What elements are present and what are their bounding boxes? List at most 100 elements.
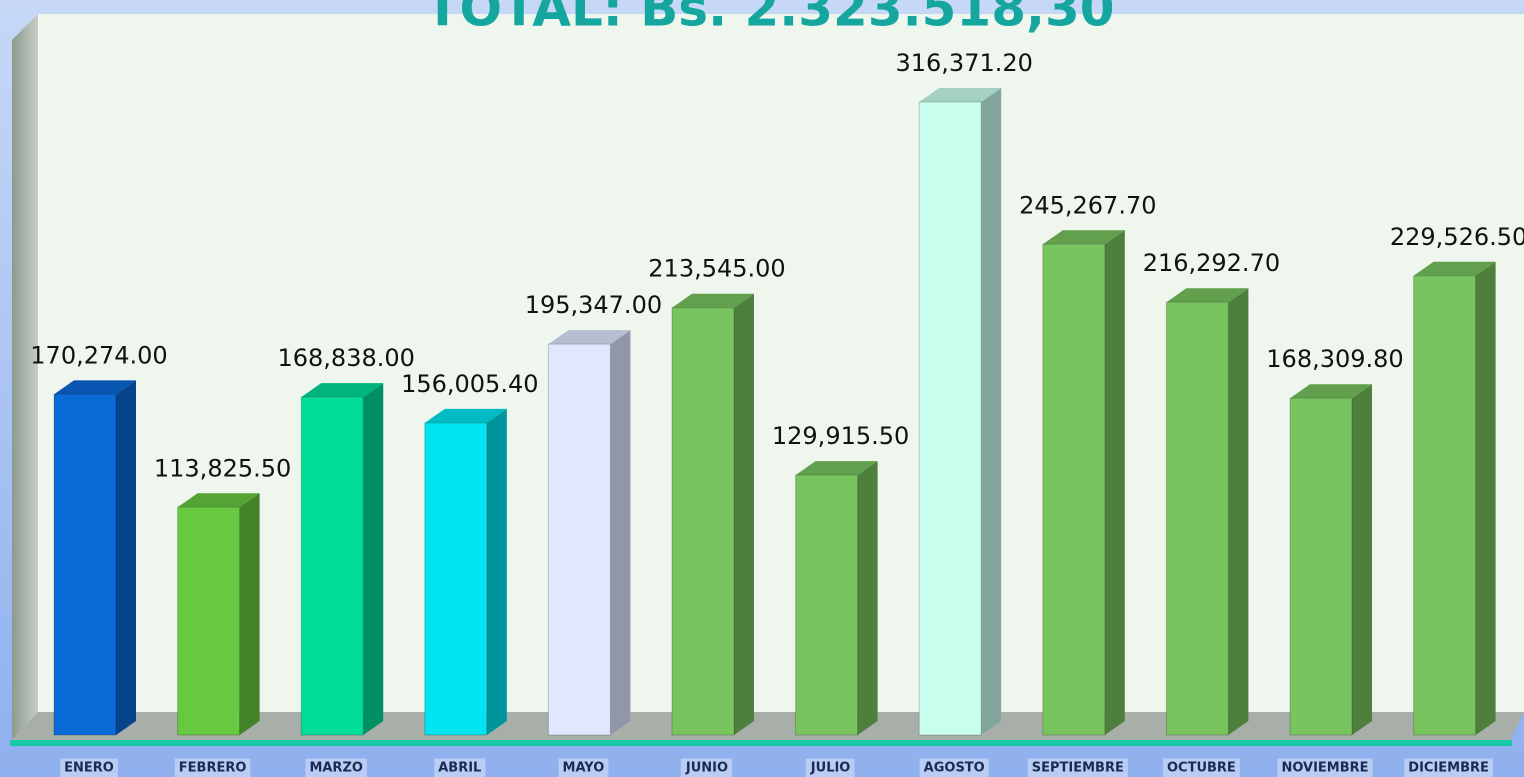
value-label: 156,005.40 xyxy=(401,370,538,398)
bar xyxy=(1289,397,1353,736)
value-label: 129,915.50 xyxy=(772,422,909,450)
bar xyxy=(918,101,982,736)
bar-top xyxy=(1413,261,1496,276)
x-tick-box xyxy=(174,758,251,777)
x-tick-box xyxy=(919,758,989,777)
bar-top xyxy=(424,408,507,423)
x-tick-box xyxy=(805,758,855,777)
x-tick-label: JUNIO xyxy=(685,761,728,776)
value-label: 216,292.70 xyxy=(1143,249,1280,277)
x-tick-label: SEPTIEMBRE xyxy=(1032,761,1124,776)
x-tick-box xyxy=(1027,758,1128,777)
x-tick-box xyxy=(558,758,609,777)
bar-top xyxy=(177,493,260,508)
bar-side xyxy=(610,330,631,735)
bar-top xyxy=(795,461,878,476)
bar-side xyxy=(1475,261,1496,735)
value-label: 113,825.50 xyxy=(154,454,291,482)
bar xyxy=(547,343,611,736)
bar-side xyxy=(981,88,1002,735)
baseline xyxy=(10,740,1512,746)
side-wall xyxy=(12,14,38,740)
bar-side xyxy=(486,408,507,735)
x-tick-box xyxy=(680,758,733,777)
bar-top-shade xyxy=(424,408,507,423)
bar-top-shade xyxy=(1290,384,1372,399)
bar-side-shade xyxy=(610,330,631,735)
bar-side-shade xyxy=(239,493,260,735)
x-tick-label: MARZO xyxy=(309,761,363,776)
bar-top xyxy=(1042,230,1125,245)
bar-side-shade xyxy=(1475,261,1496,735)
bar-side-shade xyxy=(1104,230,1125,735)
value-label: 229,526.50 xyxy=(1390,223,1524,251)
bar-side xyxy=(116,380,136,735)
value-label: 195,347.00 xyxy=(525,291,662,319)
bar xyxy=(177,506,241,736)
x-tick-label: JULIO xyxy=(810,761,851,776)
bar-side xyxy=(1104,230,1125,735)
floor xyxy=(12,712,1524,740)
bar-side-shade xyxy=(363,383,384,735)
bar-top xyxy=(1166,288,1249,303)
bar-side-shade xyxy=(857,461,878,735)
bar-side-shade xyxy=(1352,384,1372,735)
bar-top xyxy=(54,380,136,395)
bar-side xyxy=(1352,384,1372,735)
bar xyxy=(53,393,117,736)
x-tick-label: ENERO xyxy=(64,761,114,776)
bar-side-shade xyxy=(981,88,1002,735)
bar-top xyxy=(672,293,754,308)
x-tick-box xyxy=(305,758,367,777)
x-tick-box xyxy=(60,758,118,777)
bar-top-shade xyxy=(1413,261,1496,276)
bar xyxy=(300,396,364,736)
bar-top xyxy=(919,88,1002,102)
bar-top xyxy=(301,383,384,398)
bar-side xyxy=(734,293,754,735)
x-tick-label: NOVIEMBRE xyxy=(1281,761,1368,776)
x-tick-label: DICIEMBRE xyxy=(1408,761,1489,776)
bar-side-shade xyxy=(734,293,754,735)
x-tick-label: AGOSTO xyxy=(924,761,985,776)
bar-top-shade xyxy=(548,330,631,345)
bar xyxy=(1165,301,1229,736)
value-label: 168,838.00 xyxy=(277,344,414,372)
value-label: 168,309.80 xyxy=(1266,345,1403,373)
bar-side-shade xyxy=(1228,288,1249,735)
value-label: 213,545.00 xyxy=(648,255,785,283)
back-wall xyxy=(38,14,1524,712)
bar-top-shade xyxy=(177,493,260,508)
x-tick-box xyxy=(1162,758,1240,777)
bar-top-shade xyxy=(1166,288,1249,303)
bar-side xyxy=(239,493,260,735)
bar-side xyxy=(363,383,384,735)
x-tick-box xyxy=(434,758,486,777)
bar-top-shade xyxy=(919,88,1002,102)
x-tick-label: OCTUBRE xyxy=(1167,761,1236,776)
bar xyxy=(671,307,735,736)
value-label: 245,267.70 xyxy=(1019,191,1156,219)
bar-top-shade xyxy=(1042,230,1125,245)
bar-top xyxy=(1290,384,1372,399)
bar-top xyxy=(548,330,631,345)
bar xyxy=(795,474,859,736)
value-label: 316,371.20 xyxy=(895,49,1032,77)
bar xyxy=(424,422,488,736)
bar-side-shade xyxy=(486,408,507,735)
x-tick-label: ABRIL xyxy=(438,761,481,776)
chart-title: TOTAL: Bs. 2.323.518,30 xyxy=(425,0,1114,38)
bar-top-shade xyxy=(54,380,136,395)
bar xyxy=(1042,243,1106,736)
bar-side xyxy=(857,461,878,735)
bar-top-shade xyxy=(301,383,384,398)
value-label: 170,274.00 xyxy=(30,341,167,369)
x-tick-label: FEBRERO xyxy=(179,761,247,776)
bar-top-shade xyxy=(795,461,878,476)
bar xyxy=(1413,275,1477,736)
bar-side xyxy=(1228,288,1249,735)
bar-side-shade xyxy=(116,380,136,735)
bar-top-shade xyxy=(672,293,754,308)
x-tick-box xyxy=(1277,758,1373,777)
